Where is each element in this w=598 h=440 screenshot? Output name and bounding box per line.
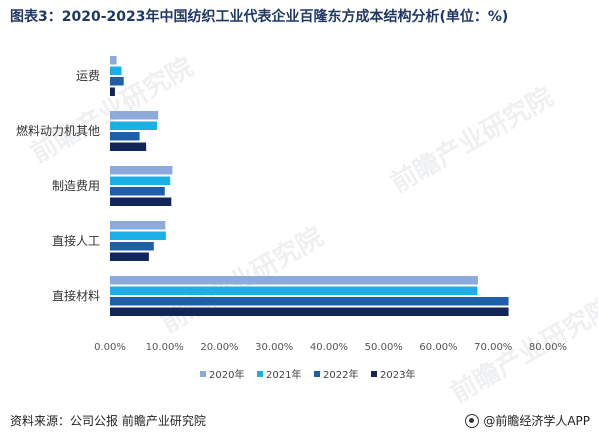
bar-2023-3	[110, 252, 149, 261]
brand: @前瞻经济学人APP	[465, 412, 590, 429]
bar-2020-4	[110, 276, 478, 285]
x-tick-label: 0.00%	[94, 342, 126, 353]
legend-swatch-2022	[314, 371, 320, 377]
x-tick-label: 20.00%	[200, 342, 238, 353]
legend-label-2022: 2022年	[323, 368, 358, 381]
x-tick-label: 70.00%	[474, 342, 512, 353]
x-tick-label: 30.00%	[255, 342, 293, 353]
brand-logo-icon	[465, 413, 480, 428]
x-axis: 0.00% 10.00% 20.00% 30.00% 40.00% 50.00% 60.00…	[94, 342, 567, 353]
bar-2022-0	[110, 77, 124, 86]
category-label: 运费	[76, 69, 100, 83]
bar-2023-0	[110, 87, 115, 96]
bar-2021-0	[110, 66, 122, 75]
x-tick-label: 80.00%	[529, 342, 567, 353]
bars-group	[110, 56, 509, 316]
bar-2020-2	[110, 166, 173, 175]
legend-swatch-2023	[371, 371, 377, 377]
bar-2021-4	[110, 286, 478, 295]
bar-2023-2	[110, 197, 172, 206]
bar-2021-1	[110, 121, 158, 130]
bar-2022-4	[110, 297, 509, 306]
bar-2021-3	[110, 231, 166, 240]
legend-label-2021: 2021年	[266, 368, 301, 381]
category-label: 直接材料	[52, 288, 100, 303]
legend-label-2023: 2023年	[380, 368, 415, 381]
x-tick-label: 60.00%	[419, 342, 457, 353]
x-tick-label: 50.00%	[365, 342, 403, 353]
bar-2023-4	[110, 307, 509, 316]
x-tick-label: 10.00%	[146, 342, 184, 353]
bar-2022-1	[110, 132, 140, 141]
bar-2022-2	[110, 187, 165, 196]
bar-2023-1	[110, 142, 147, 151]
legend-swatch-2020	[200, 371, 206, 377]
source-note: 资料来源：公司公报 前瞻产业研究院	[10, 414, 206, 428]
bar-2020-0	[110, 56, 117, 65]
category-label: 制造费用	[52, 179, 100, 193]
legend: 2020年 2021年 2022年 2023年	[200, 368, 415, 381]
brand-text: @前瞻经济学人APP	[483, 414, 590, 428]
legend-label-2020: 2020年	[209, 368, 244, 381]
bar-2020-3	[110, 221, 166, 230]
category-label: 燃料动力机其他	[16, 123, 100, 138]
category-label: 直接人工	[52, 233, 100, 248]
bar-2021-2	[110, 176, 171, 185]
legend-swatch-2021	[257, 371, 263, 377]
chart-title: 图表3：2020-2023年中国纺织工业代表企业百隆东方成本结构分析(单位：%)	[10, 9, 509, 25]
x-tick-label: 40.00%	[310, 342, 348, 353]
bar-2020-1	[110, 111, 159, 120]
bar-2022-3	[110, 242, 154, 251]
